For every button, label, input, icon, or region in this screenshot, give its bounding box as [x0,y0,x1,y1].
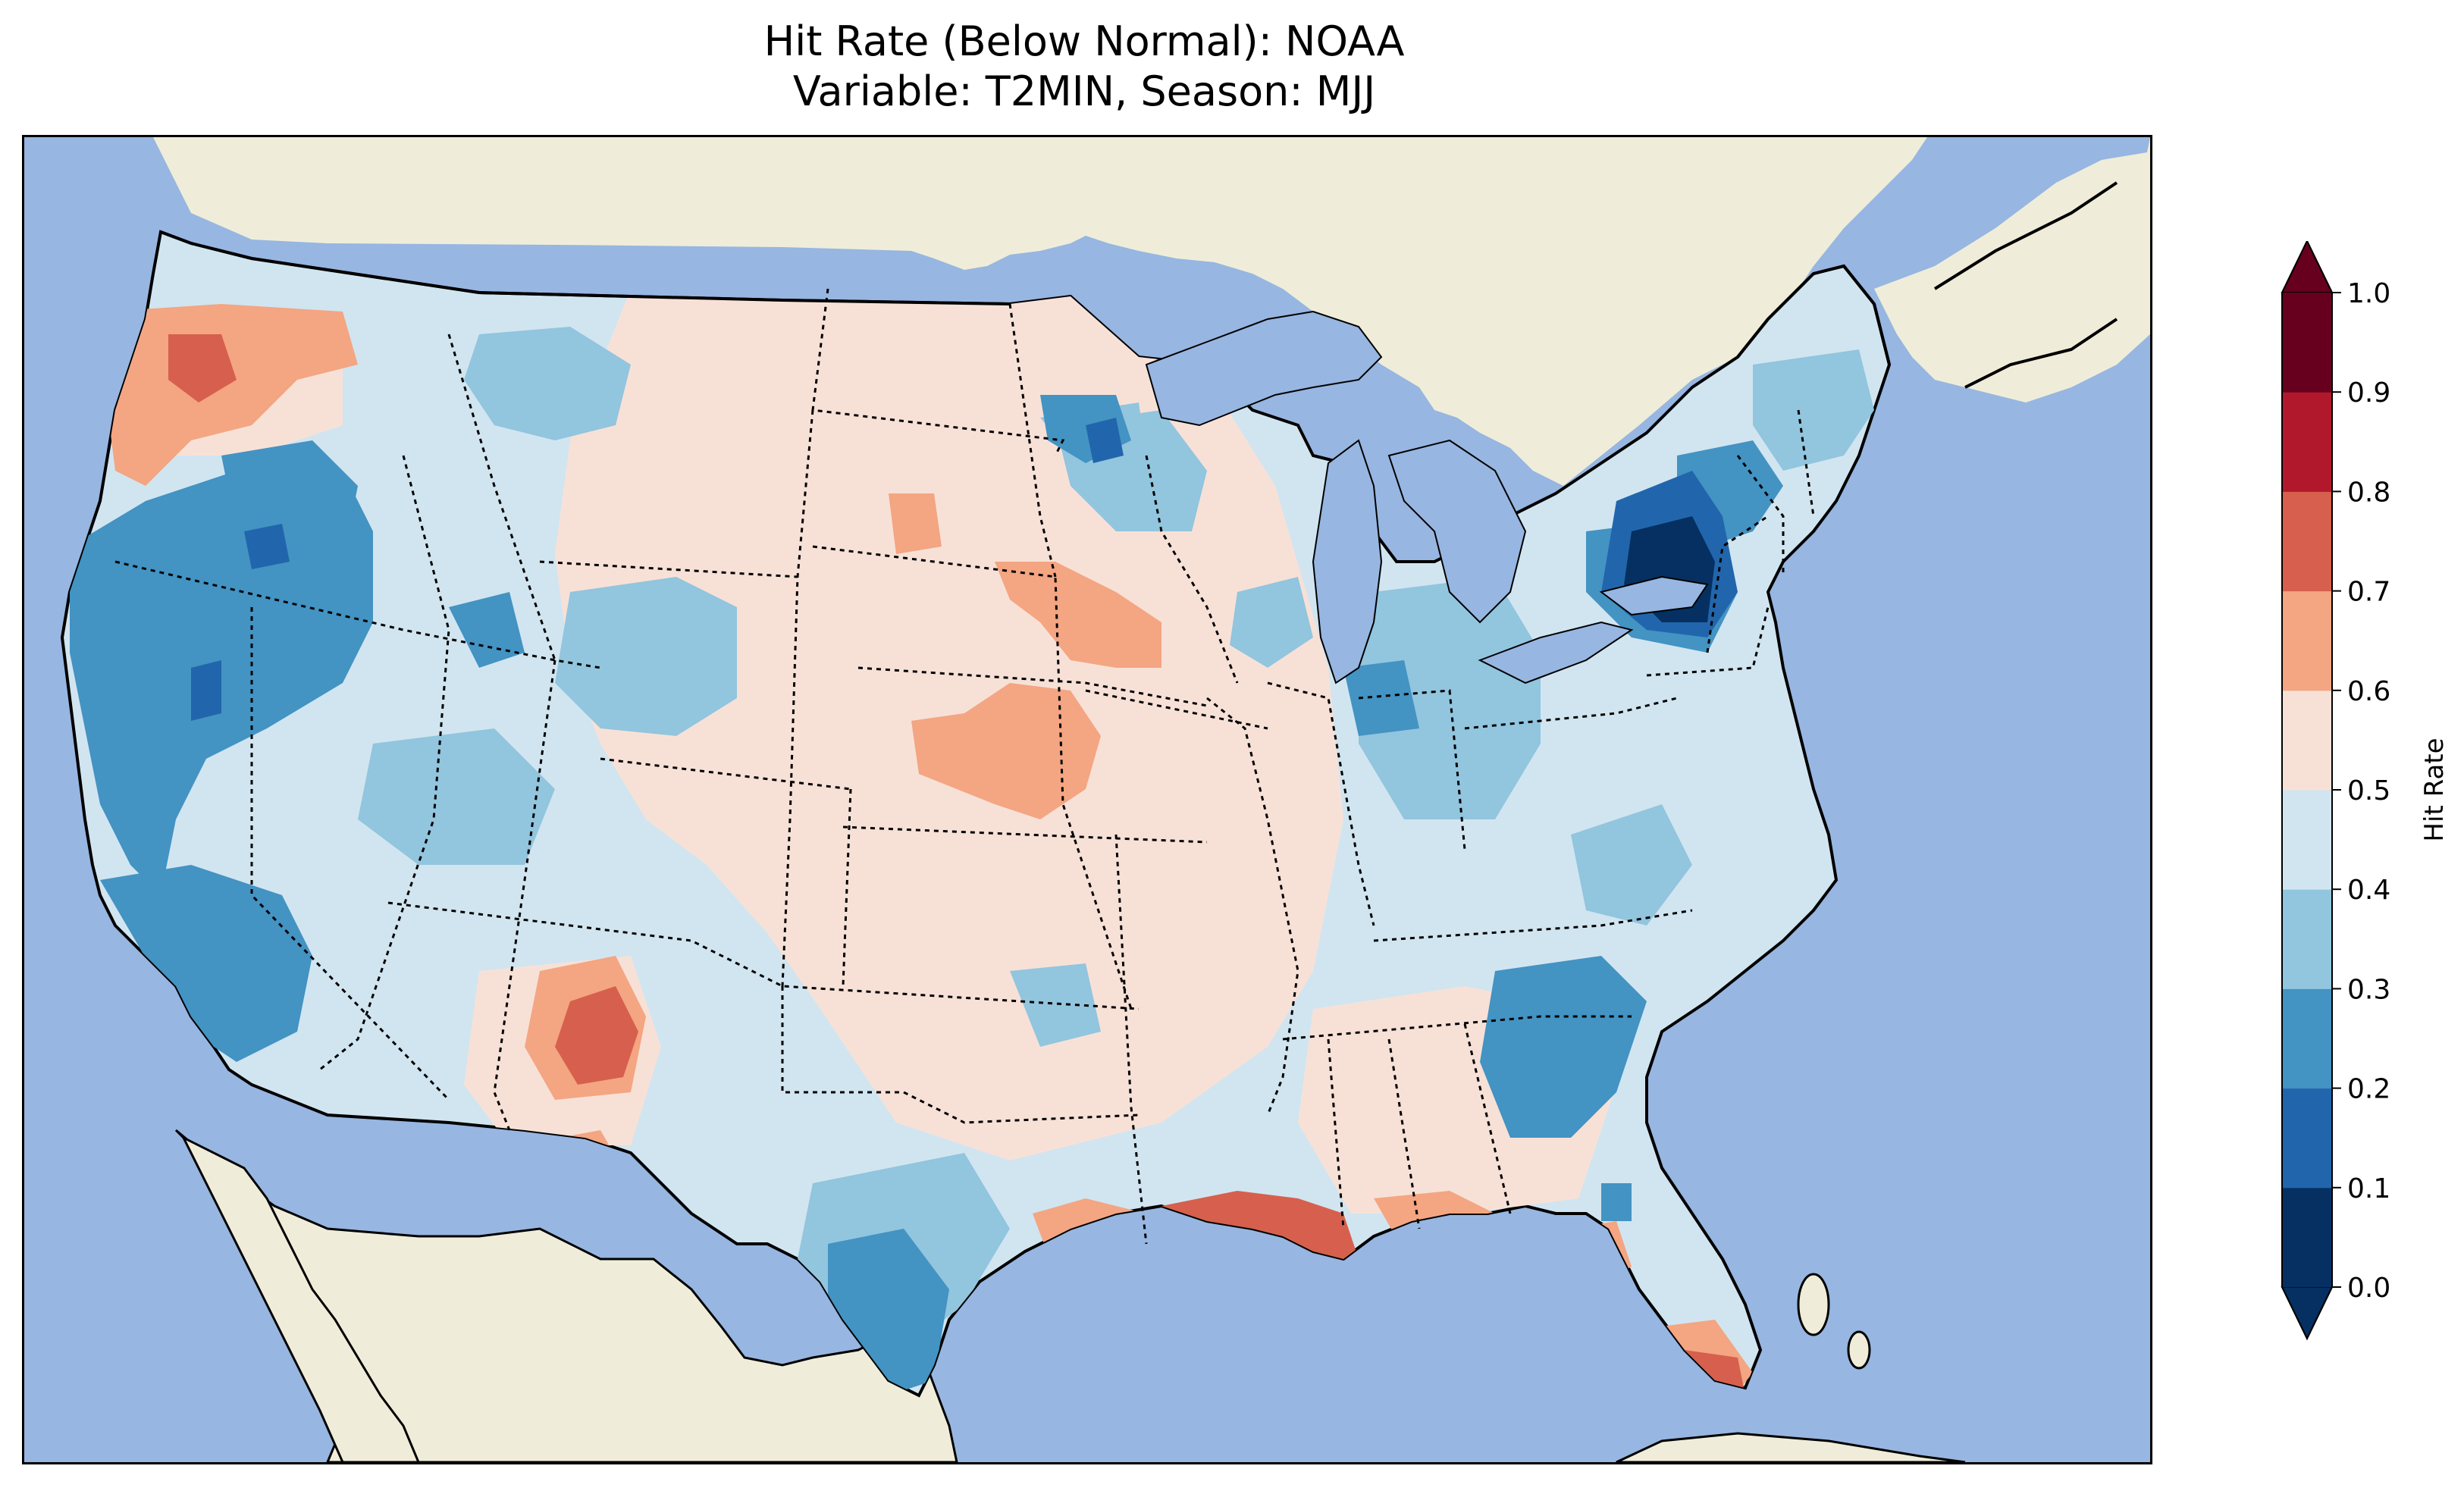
region-0.2-0.3 [1601,1183,1632,1221]
colorbar-tick-label: 0.7 [2347,577,2390,608]
colorbar-label: Hit Rate [2419,738,2450,841]
colorbar-bin-0.5-0.6 [2282,690,2332,791]
colorbar-over-extension [2281,239,2334,293]
colorbar-tick-label: 0.3 [2347,974,2390,1005]
colorbar-bin-0.3-0.4 [2282,889,2332,989]
colorbar-tick-label: 0.8 [2347,477,2390,508]
lake-michigan [1312,439,1383,684]
map-canvas [24,137,2150,1462]
hit-rate-field [70,289,1874,1395]
colorbar-tick-label: 0.0 [2347,1273,2390,1304]
region-0.3-0.4 [1571,804,1692,926]
region-0.7-0.8 [555,986,638,1085]
title-line-1: Hit Rate (Below Normal): NOAA [763,17,1405,65]
region-0.3-0.4 [358,728,555,865]
region-0.2-0.3 [449,592,525,668]
lake-huron [1387,439,1527,624]
region-0.3-0.4 [1753,349,1874,471]
region-0.2-0.3 [100,865,312,1062]
title-line-2: Variable: T2MIN, Season: MJJ [792,67,1376,115]
canada-land [153,137,1927,486]
colorbar-tick-label: 0.2 [2347,1074,2390,1105]
colorbar-bin-0.1-0.2 [2282,1088,2332,1189]
bahamas-island [1847,1330,1871,1370]
coastlines [160,181,2118,389]
region-0.6-0.7 [889,493,942,554]
lake-erie [1478,621,1634,684]
colorbar-bin-0.2-0.3 [2282,988,2332,1089]
region-0.1-0.2 [191,660,221,721]
colorbar-bin-0.9-1.0 [2282,293,2332,393]
colorbar-tick-label: 0.6 [2347,676,2390,707]
colorbar-tick-label: 0.9 [2347,377,2390,409]
lake-ontario [1599,575,1709,616]
region-0.2-0.3 [828,1229,949,1395]
bahamas-island [1797,1273,1830,1336]
region-0.3-0.4 [464,327,631,440]
colorbar-tick-label: 0.4 [2347,875,2390,906]
colorbar-bin-0.6-0.7 [2282,590,2332,691]
colorbar-under-extension [2281,1286,2334,1341]
region-0.1-0.2 [244,524,290,569]
colorbar-bin-0.0-0.1 [2282,1187,2332,1288]
colorbar-bin-0.7-0.8 [2282,491,2332,592]
region-0.2-0.3 [1343,660,1419,736]
colorbar-bin-0.8-0.9 [2282,392,2332,492]
colorbar-svg: 0.0 0.1 0.2 0.3 0.4 0.5 0.6 0.7 0.8 0.9 1.0 Hit Rat… [2281,239,2450,1341]
region-0.3-0.4 [1010,963,1101,1047]
colorbar-bin-0.4-0.5 [2282,790,2332,890]
cuba-land [1616,1432,1966,1462]
colorbar: 0.0 0.1 0.2 0.3 0.4 0.5 0.6 0.7 0.8 0.9 1.0 Hit Rat… [2267,239,2464,1378]
region-0.3-0.4 [1359,577,1541,819]
baja-land [180,1135,420,1462]
colorbar-tick-label: 0.5 [2347,775,2390,807]
region-0.7-0.8 [168,334,237,402]
maritimes-land [1874,137,2150,402]
region-0.3-0.4 [555,577,737,736]
region-0.3-0.4 [1230,577,1313,668]
map-frame [22,135,2152,1464]
map-title: Hit Rate (Below Normal): NOAA Variable: … [0,17,2168,117]
region-0.2-0.3 [1480,956,1647,1138]
colorbar-tick-label: 0.1 [2347,1173,2390,1204]
colorbar-tick-label: 1.0 [2347,278,2390,309]
region-0.6-0.7 [911,683,1101,819]
region-0.6-0.7 [995,562,1161,668]
state-borders [114,288,1815,1245]
lake-superior [1145,310,1383,427]
region-0.1-0.2 [1086,418,1124,463]
